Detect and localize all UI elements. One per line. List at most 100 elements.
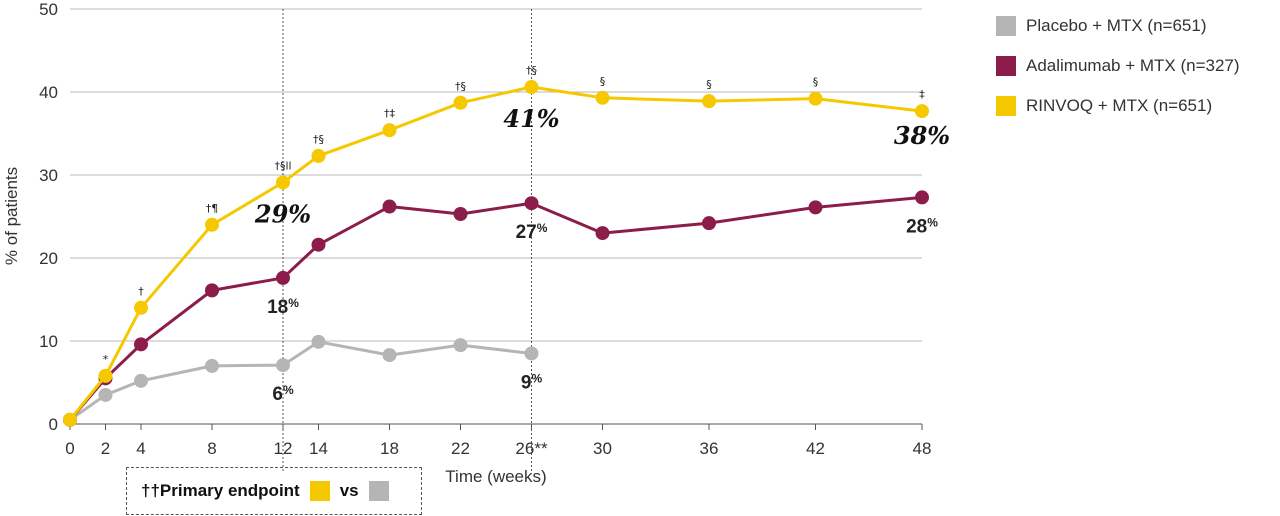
significance-mark-week-8: †¶ <box>206 202 219 215</box>
data-point-placebo-mtx-n-651-week-12 <box>276 358 290 373</box>
series-line-adalimumab-mtx-n-327 <box>68 195 923 421</box>
data-point-placebo-mtx-n-651-week-22 <box>453 338 468 353</box>
data-point-rinvoq-mtx-n-651-week-12 <box>276 175 290 190</box>
data-label-placebo-mtx-n-651-week-12: 6% <box>272 383 294 405</box>
y-tick-label-20: 20 <box>39 249 58 268</box>
data-point-adalimumab-mtx-n-327-week-36 <box>702 216 716 231</box>
x-tick-label-0: 0 <box>65 439 74 458</box>
data-label-unit: % <box>531 371 542 385</box>
primary-endpoint-vs: vs <box>339 481 359 500</box>
data-label-unit: % <box>537 221 548 235</box>
data-point-placebo-mtx-n-651-week-18 <box>382 348 397 363</box>
data-point-adalimumab-mtx-n-327-week-4 <box>134 337 148 352</box>
data-label-adalimumab-mtx-n-327-week-26: 27% <box>516 221 548 243</box>
x-tick-label-26: 26** <box>515 439 548 458</box>
data-label-unit: % <box>288 296 299 310</box>
significance-mark-week-4: † <box>138 285 144 298</box>
x-tick-label-14: 14 <box>309 439 328 458</box>
x-tick-label-8: 8 <box>207 439 216 458</box>
x-tick-label-48: 48 <box>913 439 932 458</box>
data-point-rinvoq-mtx-n-651-week-0 <box>63 412 77 427</box>
data-label-value: 41 <box>503 104 536 133</box>
data-point-rinvoq-mtx-n-651-week-30 <box>595 90 610 105</box>
data-point-adalimumab-mtx-n-327-week-42 <box>808 200 823 215</box>
significance-mark-week-26: †§ <box>526 64 537 77</box>
x-tick-label-42: 42 <box>806 439 825 458</box>
significance-mark-week-22: †§ <box>455 80 466 93</box>
data-point-placebo-mtx-n-651-week-4 <box>134 373 148 388</box>
data-label-rinvoq-mtx-n-651-week-12: 29% <box>254 199 311 228</box>
legend: Placebo + MTX (n=651) Adalimumab + MTX (… <box>996 8 1240 128</box>
significance-mark-week-2: * <box>103 353 109 366</box>
data-point-adalimumab-mtx-n-327-week-22 <box>453 207 468 222</box>
data-point-rinvoq-mtx-n-651-week-26 <box>524 80 539 95</box>
primary-endpoint-box: ††Primary endpoint vs <box>126 467 422 515</box>
significance-mark-week-42: § <box>813 76 819 89</box>
data-point-rinvoq-mtx-n-651-week-22 <box>453 95 468 110</box>
x-tick-label-22: 22 <box>451 439 470 458</box>
legend-label-placebo: Placebo + MTX (n=651) <box>1026 16 1207 35</box>
data-point-adalimumab-mtx-n-327-week-14 <box>311 237 326 252</box>
x-tick-label-18: 18 <box>380 439 399 458</box>
data-labels: 29%41%38%18%27% 28%6% 9% <box>254 104 950 405</box>
y-tick-label-10: 10 <box>39 332 58 351</box>
data-label-value: 18 <box>267 297 288 318</box>
x-tick-label-36: 36 <box>700 439 719 458</box>
data-label-adalimumab-mtx-n-327-week-12: 18% <box>267 296 299 318</box>
data-point-adalimumab-mtx-n-327-week-26 <box>524 196 539 211</box>
data-label-value: 9 <box>521 372 532 393</box>
data-point-rinvoq-mtx-n-651-week-48 <box>915 104 929 119</box>
data-point-placebo-mtx-n-651-week-14 <box>311 334 326 349</box>
data-label-unit: % <box>927 215 938 229</box>
data-label-rinvoq-mtx-n-651-week-48: 38% <box>894 121 950 150</box>
significance-mark-week-12: †§ll <box>274 159 291 172</box>
data-point-adalimumab-mtx-n-327-week-30 <box>595 226 610 241</box>
x-tick-label-2: 2 <box>101 439 110 458</box>
x-tick-label-12: 12 <box>274 439 293 458</box>
data-label-placebo-mtx-n-651-week-26: 9% <box>521 371 543 393</box>
data-point-rinvoq-mtx-n-651-week-18 <box>382 123 397 138</box>
data-point-adalimumab-mtx-n-327-week-48 <box>915 190 929 205</box>
data-point-adalimumab-mtx-n-327-week-18 <box>382 199 397 214</box>
data-point-rinvoq-mtx-n-651-week-14 <box>311 148 326 163</box>
legend-item-placebo: Placebo + MTX (n=651) <box>996 8 1240 44</box>
legend-item-rinvoq: RINVOQ + MTX (n=651) <box>996 88 1240 124</box>
x-tick-label-4: 4 <box>136 439 145 458</box>
data-point-adalimumab-mtx-n-327-week-8 <box>205 283 219 298</box>
primary-endpoint-swatch-placebo <box>368 481 389 501</box>
data-point-rinvoq-mtx-n-651-week-4 <box>134 300 148 315</box>
legend-item-adalimumab: Adalimumab + MTX (n=327) <box>996 48 1240 84</box>
data-point-rinvoq-mtx-n-651-week-2 <box>98 368 113 383</box>
data-point-rinvoq-mtx-n-651-week-8 <box>205 217 219 232</box>
y-axis-title: % of patients <box>2 167 21 265</box>
legend-label-rinvoq: RINVOQ + MTX (n=651) <box>1026 96 1213 115</box>
gridlines <box>70 8 922 342</box>
data-point-placebo-mtx-n-651-week-8 <box>205 358 219 373</box>
data-point-placebo-mtx-n-651-week-26 <box>524 346 539 361</box>
legend-swatch-rinvoq <box>996 96 1016 116</box>
x-axis-title: Time (weeks) <box>445 467 546 486</box>
significance-mark-week-18: †‡ <box>384 107 396 120</box>
legend-swatch-adalimumab <box>996 56 1016 76</box>
legend-label-adalimumab: Adalimumab + MTX (n=327) <box>1026 56 1240 75</box>
data-label-rinvoq-mtx-n-651-week-26: 41% <box>503 104 559 133</box>
y-tick-label-40: 40 <box>39 83 58 102</box>
y-tick-label-50: 50 <box>39 0 58 19</box>
significance-mark-week-30: § <box>600 75 606 88</box>
y-tick-label-0: 0 <box>49 415 58 434</box>
data-label-unit: % <box>537 104 560 133</box>
significance-mark-week-36: § <box>706 78 712 91</box>
primary-endpoint-swatch-rinvoq <box>309 481 330 501</box>
data-label-value: 28 <box>906 216 927 237</box>
data-label-unit: % <box>283 383 294 397</box>
x-tick-label-30: 30 <box>593 439 612 458</box>
legend-swatch-placebo <box>996 16 1016 36</box>
data-point-rinvoq-mtx-n-651-week-42 <box>808 91 823 106</box>
data-point-adalimumab-mtx-n-327-week-12 <box>276 270 290 285</box>
data-label-value: 29 <box>254 199 289 228</box>
series-lines <box>63 80 929 427</box>
significance-mark-week-48: ‡ <box>919 88 925 101</box>
y-tick-label-30: 30 <box>39 166 58 185</box>
